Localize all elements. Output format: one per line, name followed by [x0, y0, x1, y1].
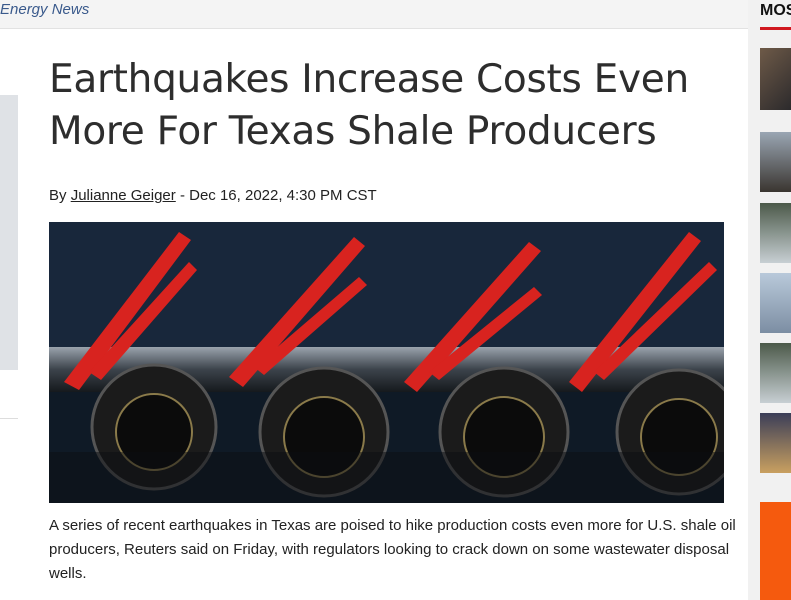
article-image: [49, 222, 724, 503]
thumbnail[interactable]: [760, 48, 791, 110]
top-bar: [0, 0, 748, 29]
thumbnail[interactable]: [760, 132, 791, 192]
promo-box[interactable]: [760, 502, 791, 600]
article-body: A series of recent earthquakes in Texas …: [49, 517, 736, 582]
thumbnail[interactable]: [760, 413, 791, 473]
byline-separator: -: [179, 187, 185, 204]
article-title: Earthquakes Increase Costs Even More For…: [49, 57, 689, 154]
thumbnail[interactable]: [760, 203, 791, 263]
byline-prefix: By: [49, 187, 67, 204]
left-panel: [0, 95, 18, 370]
author-link[interactable]: Julianne Geiger: [70, 187, 176, 204]
breadcrumb[interactable]: Energy News: [0, 1, 90, 18]
sidebar-heading: MOS: [760, 2, 791, 19]
thumbnail[interactable]: [760, 343, 791, 403]
thumbnail[interactable]: [760, 273, 791, 333]
sidebar-rule: [760, 27, 791, 30]
byline: By Julianne Geiger - Dec 16, 2022, 4:30 …: [49, 187, 377, 204]
byline-date: Dec 16, 2022, 4:30 PM CST: [189, 187, 377, 204]
divider: [0, 418, 18, 419]
